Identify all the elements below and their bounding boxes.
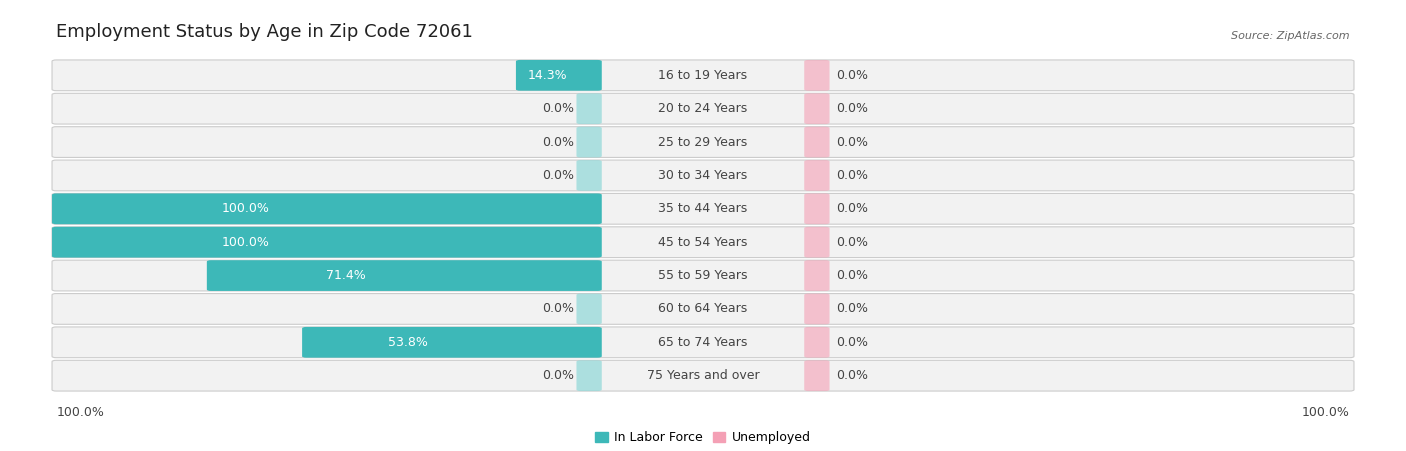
FancyBboxPatch shape <box>52 327 1354 358</box>
Text: 0.0%: 0.0% <box>837 202 869 215</box>
Text: 25 to 29 Years: 25 to 29 Years <box>658 136 748 148</box>
Text: 0.0%: 0.0% <box>837 136 869 148</box>
FancyBboxPatch shape <box>576 360 602 391</box>
Text: Source: ZipAtlas.com: Source: ZipAtlas.com <box>1232 31 1350 41</box>
Text: 55 to 59 Years: 55 to 59 Years <box>658 269 748 282</box>
FancyBboxPatch shape <box>302 327 602 358</box>
Text: 16 to 19 Years: 16 to 19 Years <box>658 69 748 82</box>
FancyBboxPatch shape <box>52 294 1354 324</box>
FancyBboxPatch shape <box>576 93 602 124</box>
FancyBboxPatch shape <box>52 193 602 224</box>
Legend: In Labor Force, Unemployed: In Labor Force, Unemployed <box>591 426 815 449</box>
Text: 100.0%: 100.0% <box>1302 406 1350 419</box>
Text: 14.3%: 14.3% <box>527 69 567 82</box>
Text: 0.0%: 0.0% <box>541 369 574 382</box>
Text: 35 to 44 Years: 35 to 44 Years <box>658 202 748 215</box>
FancyBboxPatch shape <box>804 227 830 258</box>
FancyBboxPatch shape <box>804 127 830 157</box>
Text: 65 to 74 Years: 65 to 74 Years <box>658 336 748 349</box>
FancyBboxPatch shape <box>576 294 602 324</box>
Text: 0.0%: 0.0% <box>541 303 574 315</box>
FancyBboxPatch shape <box>804 360 830 391</box>
Text: 0.0%: 0.0% <box>837 369 869 382</box>
Text: 100.0%: 100.0% <box>56 406 104 419</box>
FancyBboxPatch shape <box>804 193 830 224</box>
Text: 0.0%: 0.0% <box>837 169 869 182</box>
Text: 100.0%: 100.0% <box>222 236 270 249</box>
FancyBboxPatch shape <box>52 193 1354 224</box>
FancyBboxPatch shape <box>52 227 1354 258</box>
Text: 30 to 34 Years: 30 to 34 Years <box>658 169 748 182</box>
Text: 0.0%: 0.0% <box>837 336 869 349</box>
FancyBboxPatch shape <box>52 360 1354 391</box>
Text: 0.0%: 0.0% <box>837 269 869 282</box>
Text: 53.8%: 53.8% <box>388 336 429 349</box>
Text: 75 Years and over: 75 Years and over <box>647 369 759 382</box>
FancyBboxPatch shape <box>804 93 830 124</box>
Text: 100.0%: 100.0% <box>222 202 270 215</box>
FancyBboxPatch shape <box>516 60 602 91</box>
Text: 0.0%: 0.0% <box>837 236 869 249</box>
Text: 0.0%: 0.0% <box>541 136 574 148</box>
FancyBboxPatch shape <box>52 160 1354 191</box>
FancyBboxPatch shape <box>804 60 830 91</box>
FancyBboxPatch shape <box>52 127 1354 157</box>
FancyBboxPatch shape <box>52 227 602 258</box>
Text: 45 to 54 Years: 45 to 54 Years <box>658 236 748 249</box>
FancyBboxPatch shape <box>52 260 1354 291</box>
FancyBboxPatch shape <box>207 260 602 291</box>
Text: 0.0%: 0.0% <box>837 303 869 315</box>
Text: 0.0%: 0.0% <box>837 102 869 115</box>
Text: 0.0%: 0.0% <box>541 102 574 115</box>
FancyBboxPatch shape <box>52 60 1354 91</box>
FancyBboxPatch shape <box>804 327 830 358</box>
FancyBboxPatch shape <box>804 160 830 191</box>
Text: Employment Status by Age in Zip Code 72061: Employment Status by Age in Zip Code 720… <box>56 23 472 41</box>
Text: 0.0%: 0.0% <box>837 69 869 82</box>
FancyBboxPatch shape <box>576 160 602 191</box>
Text: 71.4%: 71.4% <box>326 269 366 282</box>
FancyBboxPatch shape <box>804 260 830 291</box>
Text: 60 to 64 Years: 60 to 64 Years <box>658 303 748 315</box>
Text: 0.0%: 0.0% <box>541 169 574 182</box>
FancyBboxPatch shape <box>52 93 1354 124</box>
Text: 20 to 24 Years: 20 to 24 Years <box>658 102 748 115</box>
FancyBboxPatch shape <box>576 127 602 157</box>
FancyBboxPatch shape <box>804 294 830 324</box>
